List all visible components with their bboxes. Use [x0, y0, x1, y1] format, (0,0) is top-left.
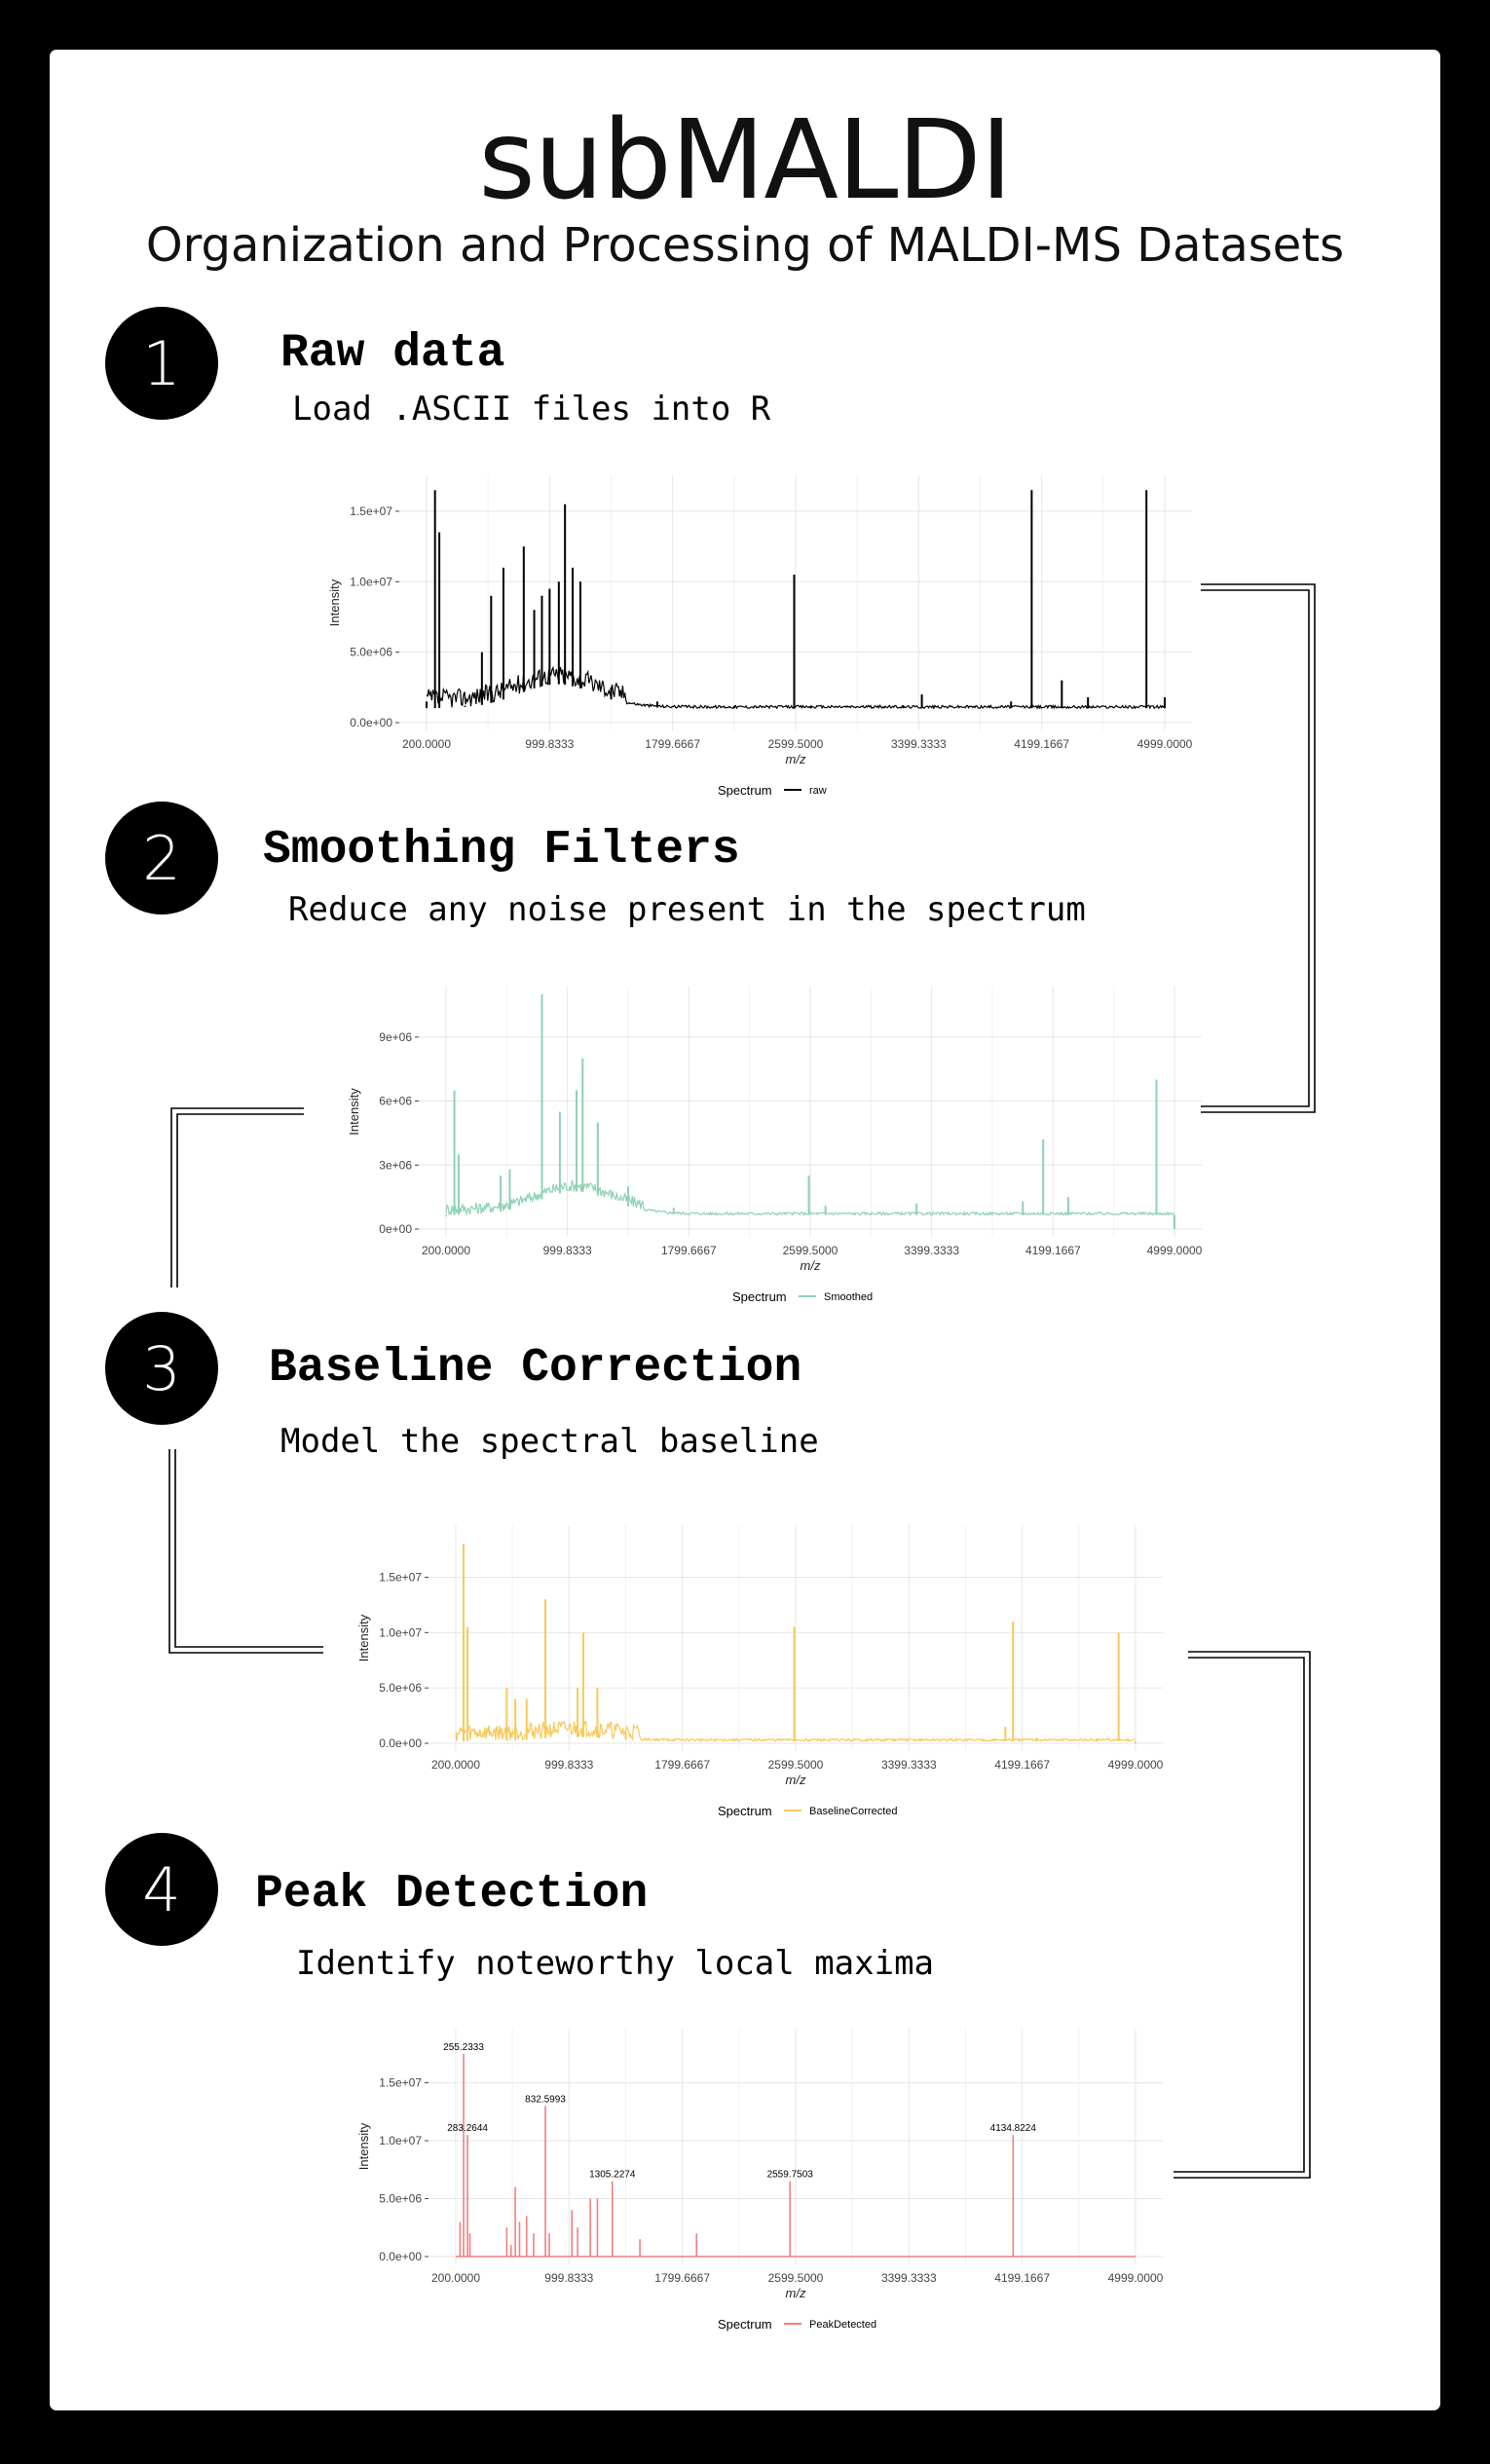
x-tick-label: 200.0000	[422, 1244, 470, 1257]
y-tick-label: 3e+06	[379, 1158, 412, 1172]
step-4-heading: Peak Detection	[255, 1868, 649, 1921]
step-3-description: Model the spectral baseline	[280, 1422, 819, 1461]
peak-detected-chart: 200.0000 999.8333 1799.6667 2599.5000 3399.3…	[356, 2029, 1164, 2332]
step-1-badge: 1	[105, 307, 218, 420]
x-tick-label: 1799.6667	[661, 1244, 717, 1257]
x-tick-label: 4999.0000	[1147, 1244, 1203, 1257]
y-tick-label: 0e+00	[379, 1222, 412, 1236]
y-tick-label: 1.0e+07	[350, 575, 392, 588]
legend-title: Spectrum	[718, 2317, 772, 2332]
x-axis-label: m/z	[786, 752, 806, 766]
y-tick-label: 1.5e+07	[350, 504, 392, 518]
step-1-description: Load .ASCII files into R	[292, 390, 771, 429]
spectrum-trace	[455, 1720, 1136, 1743]
x-tick-label: 200.0000	[431, 2271, 480, 2285]
step-2-heading: Smoothing Filters	[263, 824, 740, 877]
y-axis-label: Intensity	[356, 2122, 371, 2170]
y-tick-label: 1.5e+07	[379, 2076, 422, 2090]
peak-label: 2559.7503	[767, 2170, 814, 2181]
step-3-badge: 3	[105, 1312, 218, 1425]
y-tick-label: 0.0e+00	[379, 1736, 422, 1750]
x-tick-label: 4199.1667	[994, 1758, 1050, 1772]
x-axis-label: m/z	[786, 2286, 806, 2300]
x-tick-label: 4199.1667	[1014, 737, 1069, 751]
baseline-corrected-chart: 200.0000 999.8333 1799.6667 2599.5000 3399.3…	[356, 1525, 1164, 1818]
y-tick-label: 0.0e+00	[379, 2250, 422, 2263]
poster-subtitle: Organization and Processing of MALDI-MS …	[145, 218, 1345, 273]
x-tick-label: 4199.1667	[994, 2271, 1050, 2285]
y-tick-label: 6e+06	[379, 1095, 412, 1108]
y-axis-label: Intensity	[347, 1088, 361, 1136]
poster-title: subMALDI	[478, 97, 1012, 224]
poster-panel	[45, 45, 1445, 2415]
x-axis-label: m/z	[801, 1258, 821, 1273]
step-2-description: Reduce any noise present in the spectrum	[288, 890, 1086, 929]
legend-title: Spectrum	[718, 1804, 772, 1818]
y-tick-label: 1.0e+07	[379, 1625, 422, 1639]
step-4-description: Identify noteworthy local maxima	[296, 1944, 935, 1983]
connector-1-2	[1201, 583, 1316, 1113]
x-tick-label: 999.8333	[525, 737, 574, 751]
x-tick-label: 3399.3333	[881, 1758, 937, 1772]
peak-label: 1305.2274	[589, 2170, 636, 2181]
x-tick-label: 4999.0000	[1108, 1758, 1164, 1772]
connector-3-chart	[168, 1449, 323, 1654]
step-4-badge: 4	[105, 1833, 218, 1946]
connector-3-4	[1173, 1651, 1311, 2179]
y-tick-label: 0.0e+00	[350, 716, 392, 729]
legend-series-name: raw	[809, 785, 827, 797]
peak-label: 832.5993	[525, 2094, 566, 2105]
x-tick-label: 4199.1667	[1025, 1244, 1081, 1257]
peak-label: 283.2644	[447, 2123, 488, 2134]
grid	[428, 1525, 1163, 1751]
x-axis-label: m/z	[786, 1773, 806, 1787]
x-tick-label: 3399.3333	[881, 2271, 937, 2285]
step-2-badge: 2	[105, 802, 218, 915]
x-tick-label: 2599.5000	[783, 1244, 838, 1257]
x-tick-label: 999.8333	[544, 2271, 593, 2285]
y-tick-label: 5.0e+06	[379, 2192, 422, 2206]
x-tick-label: 4999.0000	[1108, 2271, 1164, 2285]
legend-series-name: PeakDetected	[809, 2319, 876, 2331]
x-tick-label: 1799.6667	[645, 737, 700, 751]
x-tick-label: 4999.0000	[1137, 737, 1193, 751]
y-axis-label: Intensity	[356, 1614, 371, 1661]
raw-spectrum-chart: 200.0000 999.8333 1799.6667 2599.5000 3399.3…	[327, 475, 1193, 798]
x-tick-label: 1799.6667	[654, 1758, 710, 1772]
legend-series-name: Smoothed	[824, 1291, 873, 1303]
y-tick-label: 9e+06	[379, 1030, 412, 1044]
legend-title: Spectrum	[718, 783, 772, 798]
x-tick-label: 3399.3333	[904, 1244, 959, 1257]
legend-series-name: BaselineCorrected	[809, 1806, 898, 1817]
grid	[399, 475, 1192, 730]
x-tick-label: 999.8333	[543, 1244, 592, 1257]
y-tick-label: 1.0e+07	[379, 2134, 422, 2147]
x-tick-label: 2599.5000	[768, 737, 824, 751]
x-tick-label: 1799.6667	[654, 2271, 710, 2285]
x-tick-label: 2599.5000	[768, 2271, 824, 2285]
y-tick-label: 1.5e+07	[379, 1570, 422, 1584]
y-tick-label: 5.0e+06	[350, 646, 392, 659]
x-tick-label: 2599.5000	[768, 1758, 824, 1772]
connector-2-3	[170, 1107, 304, 1288]
peak-label: 4134.8224	[990, 2123, 1037, 2134]
x-tick-label: 3399.3333	[891, 737, 947, 751]
y-tick-label: 5.0e+06	[379, 1681, 422, 1695]
step-1-heading: Raw data	[280, 327, 505, 380]
peak-label: 255.2333	[443, 2042, 484, 2053]
spectrum-trace	[445, 1179, 1175, 1216]
smoothed-spectrum-chart: 200.0000 999.8333 1799.6667 2599.5000 3399.3…	[347, 987, 1203, 1304]
y-axis-label: Intensity	[327, 579, 342, 626]
x-tick-label: 200.0000	[431, 1758, 480, 1772]
legend-title: Spectrum	[732, 1289, 787, 1304]
x-tick-label: 999.8333	[544, 1758, 593, 1772]
grid	[419, 987, 1202, 1237]
x-tick-label: 200.0000	[402, 737, 451, 751]
step-3-heading: Baseline Correction	[269, 1342, 802, 1395]
